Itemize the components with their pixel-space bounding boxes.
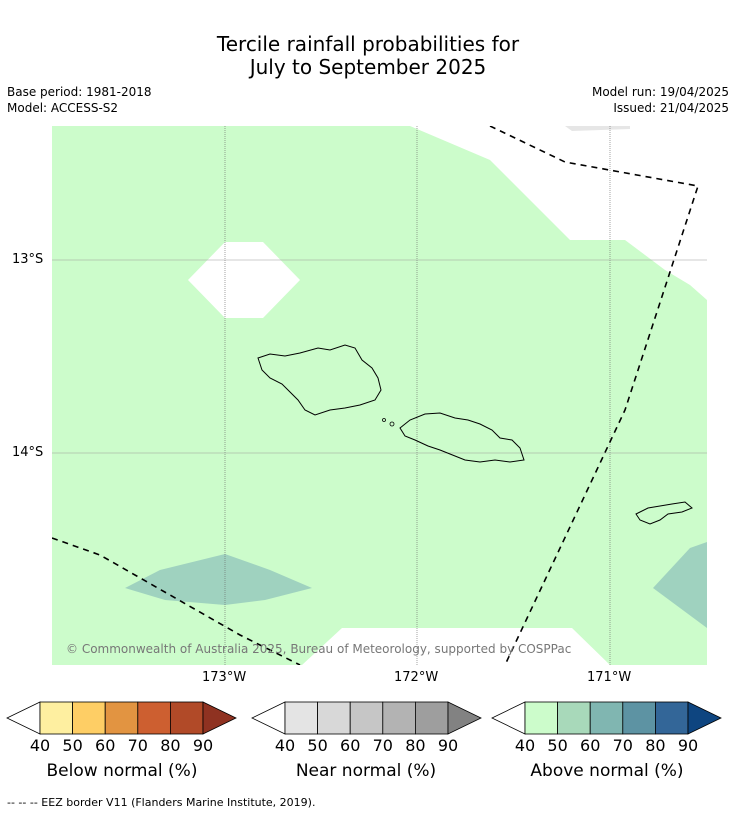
colorbar-near-over: [447, 701, 482, 735]
colorbar-below-over: [202, 701, 237, 735]
colorbar-near-tick: 90: [437, 736, 459, 755]
colorbar-near-segment: [317, 701, 351, 735]
colorbar-above-tick: 90: [677, 736, 699, 755]
upolu-island: [399, 412, 525, 463]
colorbar-near-tick: 60: [340, 736, 361, 755]
colorbar-below-segment: [39, 701, 73, 735]
colorbar-below-segment: [104, 701, 139, 735]
colorbar-above-tick: 80: [645, 736, 666, 755]
base-period: Base period: 1981-2018: [7, 85, 152, 99]
colorbar-near-segment: [414, 701, 449, 735]
meta-left: Base period: 1981-2018 Model: ACCESS-S2: [7, 84, 152, 116]
colorbar-title-below: Below normal (%): [46, 761, 198, 781]
model-name: Model: ACCESS-S2: [7, 101, 119, 115]
title-line-1: Tercile rainfall probabilities for: [216, 32, 520, 56]
above-normal-60-region-south: [125, 554, 312, 605]
colorbar-near-segment: [284, 701, 318, 735]
colorbar-above-segment: [524, 701, 558, 735]
colorbar-near-segment: [349, 701, 384, 735]
colorbar-below-tick: 80: [160, 736, 181, 755]
colorbar-above-segment: [557, 701, 591, 735]
colorbars: [6, 701, 722, 735]
no-signal-region: [188, 242, 300, 318]
graticule: [52, 126, 707, 665]
colorbar-title-above: Above normal (%): [530, 761, 684, 781]
colorbar-below-segment: [169, 701, 204, 735]
colorbar-below-tick: 70: [127, 736, 148, 755]
colorbar-title-near: Near normal (%): [295, 761, 437, 781]
colorbar-above-tick: 50: [547, 736, 568, 755]
colorbar-below-tick: 40: [29, 736, 51, 755]
meta-right: Model run: 19/04/2025 Issued: 21/04/2025: [592, 84, 729, 116]
footnote: -- -- -- EEZ border V11 (Flanders Marine…: [7, 796, 316, 809]
savaii-island: [257, 344, 382, 416]
eez-border: [52, 126, 700, 665]
colorbar-above-segment: [589, 701, 624, 735]
colorbar-below-tick: 50: [62, 736, 83, 755]
colorbar-below-tick: 60: [95, 736, 116, 755]
lon-label-173w: 173°W: [202, 670, 247, 685]
copyright-text: © Commonwealth of Australia 2025, Bureau…: [66, 642, 571, 656]
colorbar-near-tick: 50: [307, 736, 328, 755]
colorbar-above-tick: 60: [580, 736, 601, 755]
tutuila-island: [635, 501, 693, 525]
colorbar-near-segment: [382, 701, 416, 735]
colorbar-above-under: [491, 701, 526, 735]
colorbar-above-segment: [655, 701, 689, 735]
lat-label-14s: 14°S: [12, 445, 44, 460]
lon-label-171w: 171°W: [587, 670, 632, 685]
colorbar-below-segment: [137, 701, 171, 735]
colorbar-near-tick: 80: [405, 736, 426, 755]
colorbar-below-segment: [72, 701, 106, 735]
colorbar-above-over: [687, 701, 722, 735]
lon-label-172w: 172°W: [394, 670, 439, 685]
model-run: Model run: 19/04/2025: [591, 85, 729, 99]
colorbar-above-segment: [622, 701, 656, 735]
colorbar-near-tick: 40: [274, 736, 296, 755]
colorbar-above-tick: 70: [612, 736, 633, 755]
colorbar-below-tick: 90: [192, 736, 214, 755]
title-line-2: July to September 2025: [249, 55, 487, 79]
above-normal-60-region-east: [653, 542, 707, 628]
colorbar-below-under: [6, 701, 41, 735]
lat-label-13s: 13°S: [12, 252, 44, 267]
issued-date: Issued: 21/04/2025: [613, 101, 729, 115]
colorbar-near-tick: 70: [372, 736, 393, 755]
colorbar-above-tick: 40: [514, 736, 536, 755]
colorbar-near-under: [251, 701, 286, 735]
near-normal-40-region: [565, 126, 630, 131]
